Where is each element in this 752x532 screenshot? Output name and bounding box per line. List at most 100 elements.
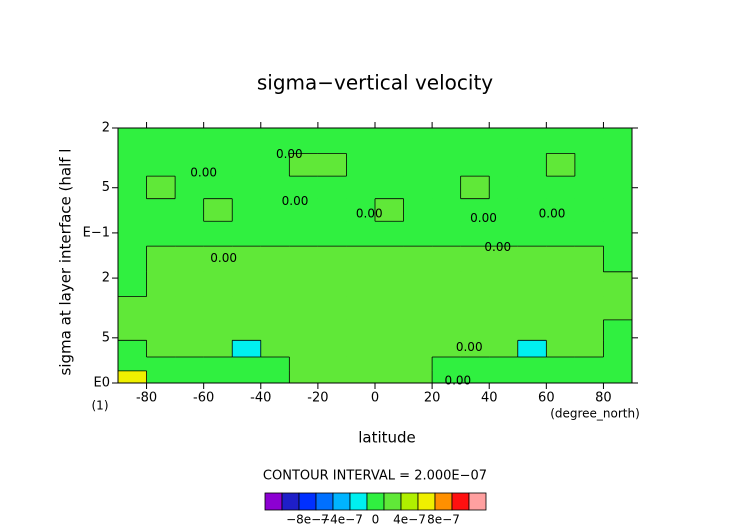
contour-cell bbox=[203, 340, 233, 358]
colorbar-box bbox=[451, 492, 470, 511]
contour-cell bbox=[375, 340, 405, 358]
contour-cell bbox=[432, 356, 462, 372]
contour-cell bbox=[517, 128, 547, 155]
contour-cell bbox=[460, 176, 490, 200]
contour-cell bbox=[460, 246, 490, 273]
contour-cell bbox=[432, 340, 462, 358]
x-tick-label: -80 bbox=[136, 391, 157, 406]
contour-cell bbox=[203, 176, 233, 200]
y-tick-label: 5 bbox=[102, 180, 110, 195]
contour-cell bbox=[203, 271, 233, 298]
contour-cell bbox=[489, 356, 519, 372]
contour-cell bbox=[574, 221, 604, 247]
contour-cell bbox=[375, 356, 405, 372]
contour-cell bbox=[489, 176, 519, 200]
contour-cell bbox=[403, 340, 433, 358]
contour-cell bbox=[203, 221, 233, 247]
contour-cell bbox=[574, 370, 604, 384]
contour-cell bbox=[489, 198, 519, 222]
contour-cell bbox=[432, 271, 462, 298]
contour-cell bbox=[232, 319, 262, 341]
contour-cell bbox=[489, 246, 519, 273]
colorbar-box bbox=[315, 492, 334, 511]
contour-cell bbox=[603, 221, 633, 247]
contour-cell bbox=[346, 370, 376, 384]
x-tick-label: 20 bbox=[424, 391, 441, 406]
contour-label: 0.00 bbox=[282, 194, 309, 208]
contour-cell bbox=[175, 356, 205, 372]
contour-cell bbox=[203, 128, 233, 155]
contour-cell bbox=[289, 246, 319, 273]
contour-cell bbox=[432, 221, 462, 247]
contour-cell bbox=[146, 356, 176, 372]
colorbar-box bbox=[400, 492, 419, 511]
contour-cell bbox=[603, 198, 633, 222]
contour-cell bbox=[175, 153, 205, 177]
contour-cell bbox=[375, 370, 405, 384]
contour-cell bbox=[546, 246, 576, 273]
contour-cell bbox=[260, 246, 290, 273]
contour-cell bbox=[375, 271, 405, 298]
contour-cell bbox=[175, 246, 205, 273]
colorbar-box bbox=[468, 492, 487, 511]
x-tick-label: -60 bbox=[193, 391, 214, 406]
colorbar-box bbox=[417, 492, 436, 511]
contour-cell bbox=[346, 340, 376, 358]
contour-cell bbox=[403, 356, 433, 372]
contour-cell bbox=[317, 271, 347, 298]
colorbar-box bbox=[281, 492, 300, 511]
contour-cell bbox=[375, 221, 405, 247]
contour-cell bbox=[489, 153, 519, 177]
contour-label: 0.00 bbox=[276, 147, 303, 161]
x-tick-label: 80 bbox=[595, 391, 612, 406]
contour-cell bbox=[175, 271, 205, 298]
contour-cell bbox=[403, 153, 433, 177]
contour-cell bbox=[118, 221, 148, 247]
contour-cell bbox=[346, 296, 376, 321]
contour-cell bbox=[118, 176, 148, 200]
contour-cell bbox=[317, 221, 347, 247]
contour-cell bbox=[517, 246, 547, 273]
contour-cell bbox=[175, 128, 205, 155]
contour-cell bbox=[260, 128, 290, 155]
contour-cell bbox=[546, 221, 576, 247]
contour-label: 0.00 bbox=[456, 340, 483, 354]
contour-cell bbox=[489, 319, 519, 341]
contour-cell bbox=[146, 176, 176, 200]
contour-cell bbox=[260, 356, 290, 372]
contour-cell bbox=[260, 176, 290, 200]
contour-cell bbox=[517, 153, 547, 177]
contour-cell bbox=[460, 296, 490, 321]
contour-cell bbox=[175, 319, 205, 341]
y-tick-label: 2 bbox=[102, 271, 110, 286]
contour-cell bbox=[403, 198, 433, 222]
contour-cell bbox=[146, 153, 176, 177]
colorbar-label: −8e−7 bbox=[286, 513, 329, 527]
contour-label: 0.00 bbox=[539, 207, 566, 221]
contour-label: 0.00 bbox=[484, 240, 511, 254]
contour-interval: CONTOUR INTERVAL = 2.000E−07 bbox=[263, 469, 487, 484]
contour-cell bbox=[375, 319, 405, 341]
contour-cell bbox=[260, 296, 290, 321]
contour-cell bbox=[317, 296, 347, 321]
contour-cell bbox=[203, 356, 233, 372]
contour-cell bbox=[489, 271, 519, 298]
contour-cell bbox=[546, 198, 576, 222]
y-tick-label: E0 bbox=[94, 376, 111, 391]
contour-cell bbox=[546, 271, 576, 298]
contour-cell bbox=[203, 319, 233, 341]
colorbar-box bbox=[366, 492, 385, 511]
contour-cell bbox=[317, 370, 347, 384]
contour-cell bbox=[346, 246, 376, 273]
x-tick-label: 0 bbox=[371, 391, 379, 406]
colorbar-box bbox=[332, 492, 351, 511]
contour-cell bbox=[317, 340, 347, 358]
contour-cell bbox=[460, 221, 490, 247]
contour-cell bbox=[146, 198, 176, 222]
contour-cell bbox=[517, 221, 547, 247]
contour-cell bbox=[346, 128, 376, 155]
contour-cell bbox=[146, 370, 176, 384]
contour-cell bbox=[232, 271, 262, 298]
contour-cell bbox=[146, 296, 176, 321]
